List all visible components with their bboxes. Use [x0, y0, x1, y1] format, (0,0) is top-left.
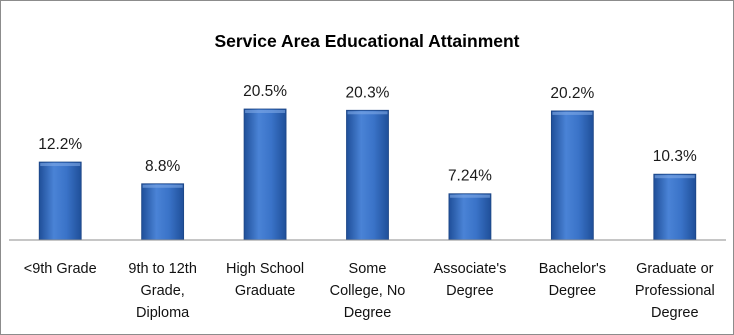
category-tick-label: Graduate or Professional Degree [635, 261, 715, 321]
bar-highlight [245, 110, 286, 113]
bar [448, 193, 492, 241]
bars-layer [38, 108, 697, 241]
category-tick-label: 9th to 12th Grade, Diploma [128, 261, 197, 321]
bar-highlight [449, 194, 490, 198]
bar [141, 183, 185, 241]
data-label: 20.5% [243, 83, 287, 100]
data-label: 8.8% [145, 158, 181, 175]
data-label: 12.2% [38, 136, 82, 153]
labels-layer: 12.2% <9th Grade 8.8% 9th to 12th Grade, Dipl… [24, 83, 715, 321]
category-tick-label: <9th Grade [24, 261, 97, 277]
bar [550, 110, 594, 241]
data-label: 10.3% [653, 148, 697, 165]
bar [653, 173, 697, 241]
bar-highlight [347, 111, 388, 115]
bar-highlight [654, 175, 695, 179]
category-tick-label: High School Graduate [226, 261, 304, 299]
category-tick-label: Associate's Degree [433, 261, 506, 299]
bar-highlight [552, 111, 593, 115]
data-label: 20.3% [346, 84, 390, 101]
bar [243, 108, 287, 241]
category-tick-label: Some College, No Degree [330, 261, 406, 321]
bar-highlight [142, 184, 183, 188]
data-label: 20.2% [550, 85, 594, 102]
data-label: 7.24% [448, 168, 492, 185]
bar [38, 161, 82, 241]
category-tick-label: Bachelor's Degree [539, 261, 606, 299]
bar-highlight [40, 163, 81, 167]
chart-title: Service Area Educational Attainment [214, 31, 519, 51]
bar [346, 109, 389, 241]
